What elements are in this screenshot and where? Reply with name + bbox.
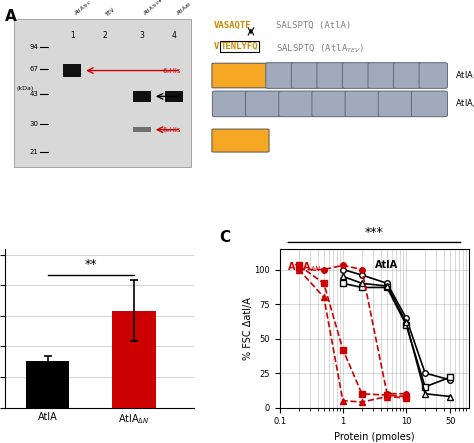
Text: 4: 4	[172, 31, 177, 40]
FancyBboxPatch shape	[279, 91, 315, 117]
Text: A: A	[5, 9, 17, 24]
Bar	[14, 19, 191, 167]
Text: AtlA$_{ΔN}$: AtlA$_{ΔN}$	[287, 260, 322, 274]
Text: **: **	[85, 258, 97, 271]
Text: (kDa): (kDa)	[16, 86, 34, 91]
Bar	[26, 361, 69, 408]
Bar	[63, 64, 81, 77]
FancyBboxPatch shape	[345, 91, 381, 117]
Text: VASAQTF: VASAQTF	[214, 20, 251, 30]
FancyBboxPatch shape	[317, 63, 345, 88]
Text: ***: ***	[365, 226, 384, 239]
FancyBboxPatch shape	[368, 63, 396, 88]
Text: AtlA$_{ΔN}$: AtlA$_{ΔN}$	[174, 0, 194, 18]
FancyBboxPatch shape	[419, 63, 447, 88]
Text: C: C	[219, 230, 230, 245]
FancyBboxPatch shape	[292, 63, 319, 88]
Text: 1: 1	[70, 31, 74, 40]
Text: AtlA$_{ΔN}$: AtlA$_{ΔN}$	[456, 97, 474, 110]
Text: V: V	[214, 42, 219, 51]
Text: TENLYFQ: TENLYFQ	[221, 42, 258, 51]
Text: 30: 30	[29, 121, 38, 127]
Text: 43: 43	[29, 91, 38, 97]
Text: TEV: TEV	[105, 8, 116, 18]
Text: 2: 2	[102, 31, 107, 40]
Text: SALSPTQ (AtlA): SALSPTQ (AtlA)	[276, 20, 352, 30]
Text: AtlA$_{TEV}$: AtlA$_{TEV}$	[456, 69, 474, 82]
Text: SALSPTQ (AtlA$_{TEV}$): SALSPTQ (AtlA$_{TEV}$)	[276, 42, 365, 54]
FancyBboxPatch shape	[393, 63, 422, 88]
FancyBboxPatch shape	[212, 63, 269, 88]
Text: 3: 3	[139, 31, 144, 40]
Text: 21: 21	[29, 149, 38, 155]
Text: AtlA$_{TEV}$+TEV: AtlA$_{TEV}$+TEV	[142, 0, 175, 18]
Bar	[112, 311, 155, 408]
FancyBboxPatch shape	[266, 63, 294, 88]
Text: 6ₓHis: 6ₓHis	[163, 67, 181, 74]
Text: 6ₓHis: 6ₓHis	[163, 127, 181, 133]
FancyBboxPatch shape	[212, 91, 248, 117]
Text: AtlA$_{TEV}$: AtlA$_{TEV}$	[72, 0, 94, 18]
Bar	[133, 127, 151, 132]
FancyBboxPatch shape	[342, 63, 371, 88]
Text: 67: 67	[29, 66, 38, 72]
Text: 94: 94	[29, 44, 38, 50]
X-axis label: Protein (pmoles): Protein (pmoles)	[334, 432, 415, 442]
FancyBboxPatch shape	[246, 91, 282, 117]
Text: AtlA: AtlA	[374, 260, 398, 270]
Bar	[133, 90, 151, 102]
Y-axis label: % FSC Δatl/A: % FSC Δatl/A	[243, 297, 253, 360]
FancyBboxPatch shape	[378, 91, 414, 117]
Bar	[165, 90, 183, 102]
FancyBboxPatch shape	[312, 91, 348, 117]
FancyBboxPatch shape	[212, 129, 269, 152]
FancyBboxPatch shape	[411, 91, 447, 117]
